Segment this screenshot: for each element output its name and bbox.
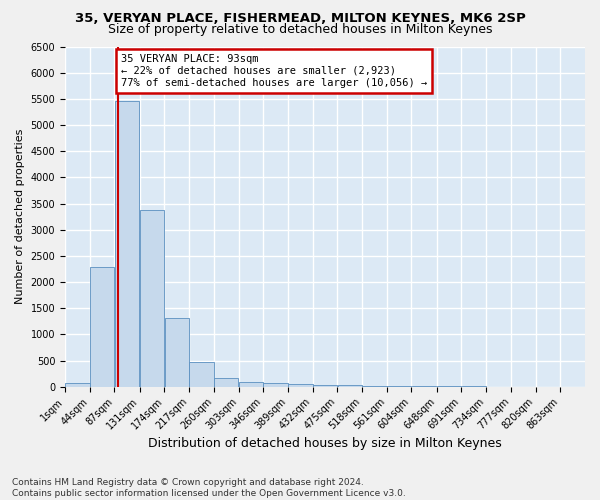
Text: 35 VERYAN PLACE: 93sqm
← 22% of detached houses are smaller (2,923)
77% of semi-: 35 VERYAN PLACE: 93sqm ← 22% of detached… (121, 54, 427, 88)
Bar (140, 210, 164, 386)
Bar (115, 102, 139, 387)
Bar (263, 384, 288, 386)
Bar (164, 318, 189, 386)
Text: 35, VERYAN PLACE, FISHERMEAD, MILTON KEYNES, MK6 2SP: 35, VERYAN PLACE, FISHERMEAD, MILTON KEY… (74, 12, 526, 26)
Y-axis label: Number of detached properties: Number of detached properties (15, 129, 25, 304)
Bar (189, 362, 214, 386)
Bar (239, 382, 263, 386)
Text: Size of property relative to detached houses in Milton Keynes: Size of property relative to detached ho… (108, 22, 492, 36)
Bar (313, 385, 337, 386)
X-axis label: Distribution of detached houses by size in Milton Keynes: Distribution of detached houses by size … (148, 437, 502, 450)
Text: Contains HM Land Registry data © Crown copyright and database right 2024.
Contai: Contains HM Land Registry data © Crown c… (12, 478, 406, 498)
Bar (90, 268, 114, 386)
Bar (288, 384, 313, 386)
Bar (65, 383, 89, 386)
Bar (214, 378, 238, 386)
